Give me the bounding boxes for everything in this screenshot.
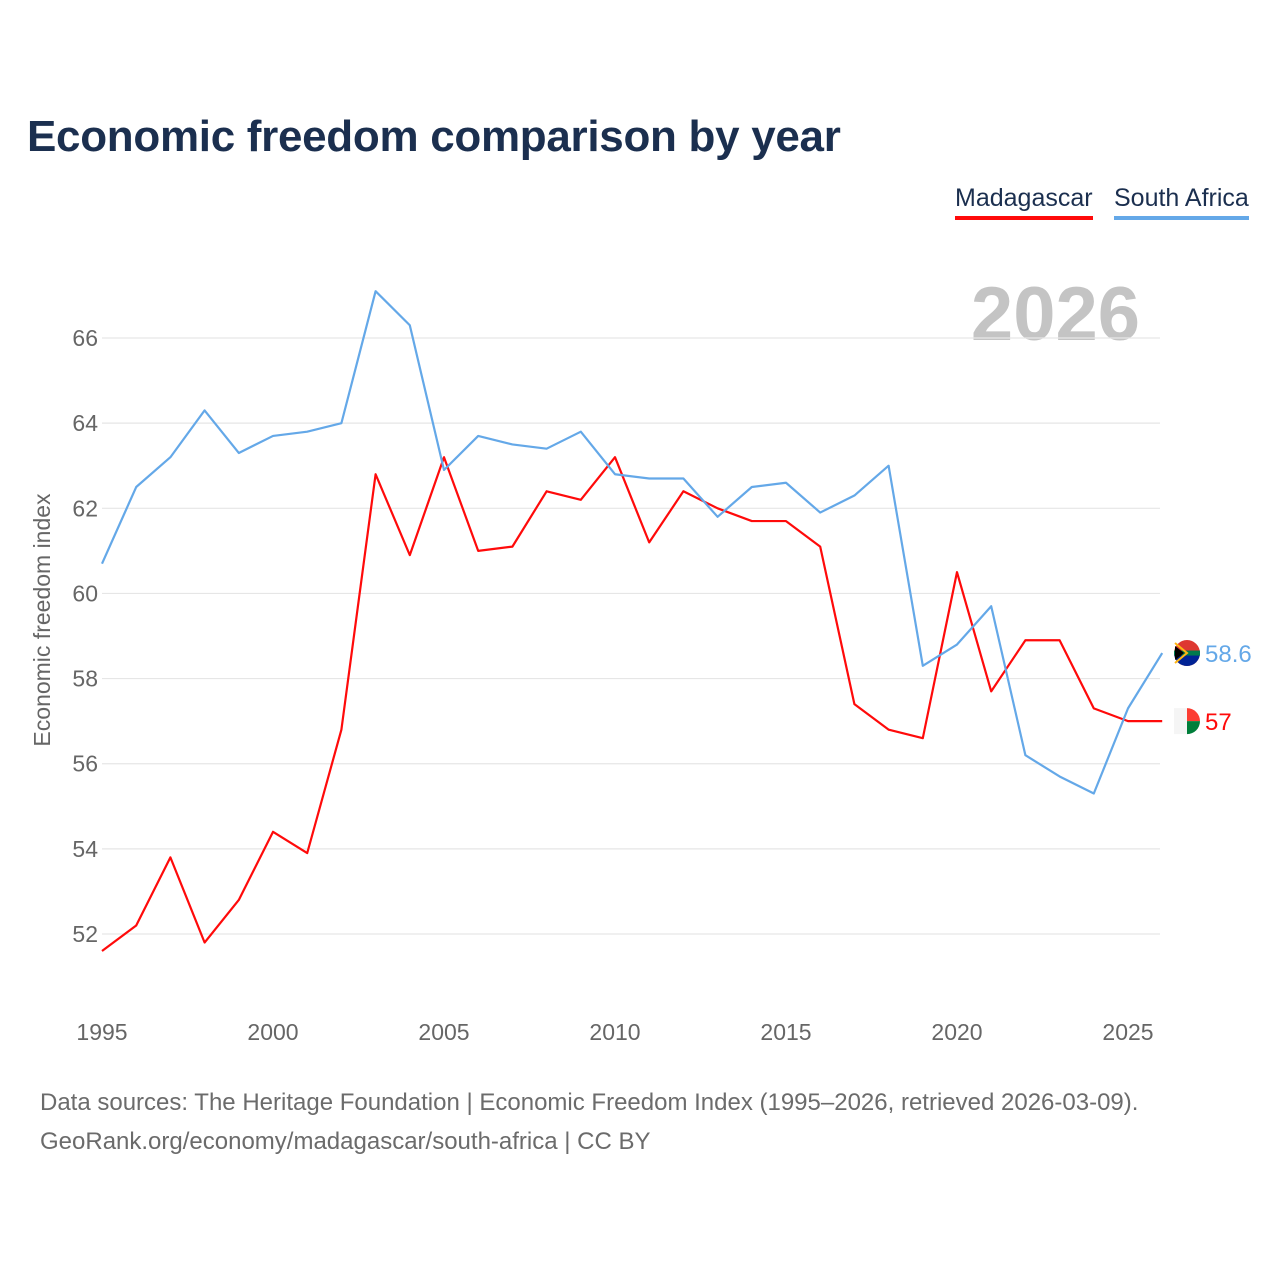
y-tick-label: 56	[72, 751, 98, 777]
y-tick-label: 62	[72, 495, 98, 521]
flag-part	[1174, 708, 1187, 735]
end-value-label: 58.6	[1205, 641, 1252, 668]
y-tick-label: 54	[72, 836, 98, 862]
flag-part	[1187, 708, 1200, 722]
flag-part	[1174, 653, 1200, 667]
x-tick-label: 2020	[931, 1019, 982, 1045]
end-value-label: 57	[1205, 709, 1232, 736]
flag-part	[1175, 646, 1184, 661]
y-tick-label: 52	[72, 921, 98, 947]
x-tick-label: 2005	[418, 1019, 469, 1045]
x-tick-label: 2015	[760, 1019, 811, 1045]
legend-south-africa[interactable]: South Africa	[1114, 184, 1249, 220]
y-axis-label: Economic freedom index	[29, 493, 55, 747]
watermark-year: 2026	[971, 272, 1140, 357]
flag-part	[1187, 721, 1200, 735]
flag-part	[1174, 642, 1189, 664]
series-line-south-africa	[100, 290, 1164, 795]
x-tick-label: 2010	[589, 1019, 640, 1045]
x-tick-label: 1995	[76, 1019, 127, 1045]
x-tick-label: 2025	[1102, 1019, 1153, 1045]
legend-madagascar[interactable]: Madagascar	[955, 184, 1093, 220]
footer-link[interactable]: GeoRank.org/economy/madagascar/south-afr…	[40, 1128, 651, 1155]
y-tick-label: 66	[72, 325, 98, 351]
x-tick-label: 2000	[247, 1019, 298, 1045]
series-line-madagascar	[101, 456, 1163, 952]
y-tick-label: 58	[72, 666, 98, 692]
flag-icon-madagascar	[1174, 708, 1200, 735]
footer-sources: Data sources: The Heritage Foundation | …	[40, 1089, 1139, 1116]
y-tick-label: 60	[72, 580, 98, 606]
y-tick-label: 64	[72, 410, 98, 436]
flag-icon-south-africa	[1174, 640, 1200, 667]
chart-title: Economic freedom comparison by year	[27, 112, 841, 161]
